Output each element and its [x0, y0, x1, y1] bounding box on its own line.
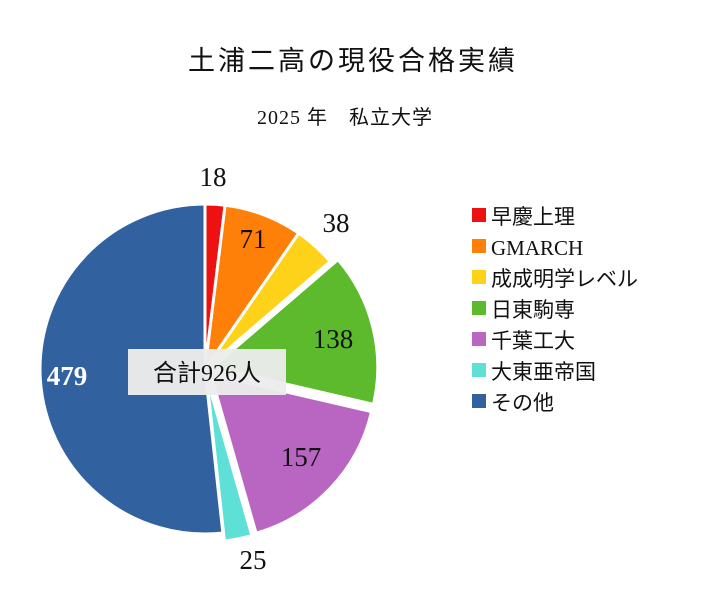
pie-slice: [203, 231, 332, 371]
chart-subtitle: 2025 年 私立大学: [257, 106, 433, 129]
legend-swatch: [472, 270, 486, 284]
legend-swatch: [472, 208, 486, 222]
slice-value-label: 71: [240, 224, 267, 254]
legend-swatch: [472, 301, 486, 315]
value-labels: 18 71 38 138 157 25 479: [47, 162, 354, 575]
pie-slice: [209, 373, 374, 535]
legend-swatch: [472, 239, 486, 253]
slice-value-label: 479: [47, 361, 88, 391]
legend-label: 大東亜帝国: [491, 360, 596, 384]
total-box: 合計926人: [128, 349, 286, 395]
legend-swatch: [472, 332, 486, 346]
slice-value-label: 38: [323, 208, 350, 238]
slice-value-label: 18: [200, 162, 227, 192]
total-box-background: [128, 349, 286, 395]
slice-value-label: 157: [281, 442, 322, 472]
legend-label: 早慶上理: [491, 205, 575, 229]
legend-label: 千葉工大: [491, 329, 575, 353]
slice-value-label: 25: [240, 545, 267, 575]
chart-title: 土浦二高の現役合格実績: [188, 46, 518, 76]
legend-label: その他: [491, 391, 554, 415]
pie-slice: [205, 375, 254, 543]
legend-label: GMARCH: [491, 236, 583, 260]
legend-swatch: [472, 363, 486, 377]
legend-swatch: [472, 394, 486, 408]
slice-value-label: 138: [313, 324, 354, 354]
legend-label: 日東駒専: [491, 298, 575, 322]
legend-label: 成成明学レベル: [491, 267, 638, 291]
total-label: 合計926人: [153, 360, 261, 387]
